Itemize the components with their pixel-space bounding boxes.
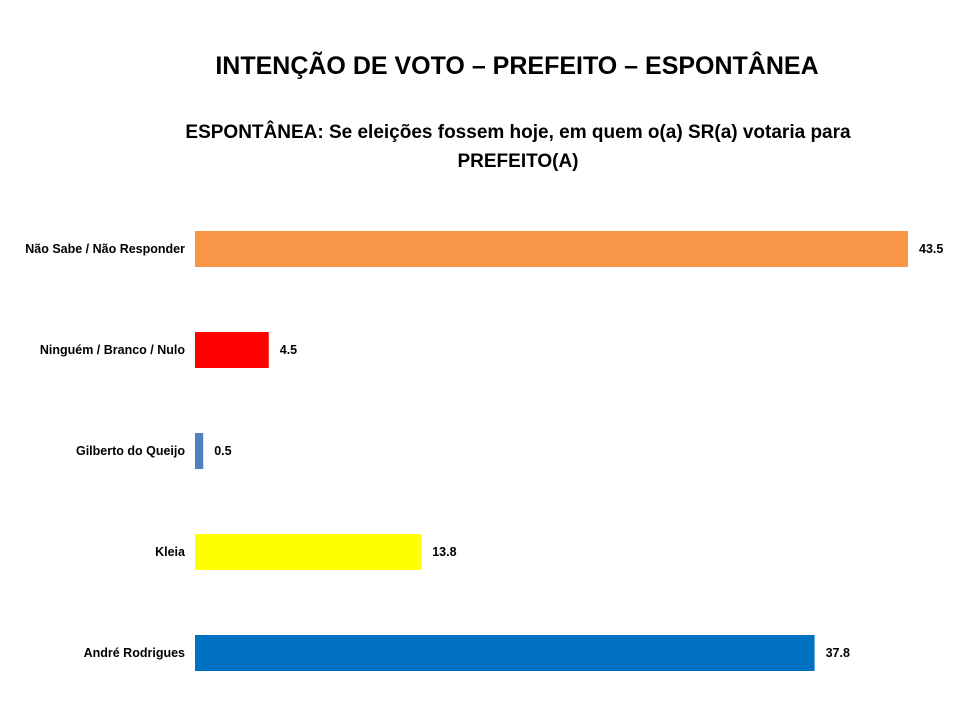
bar-0 — [195, 231, 908, 267]
chart-title: INTENÇÃO DE VOTO – PREFEITO – ESPONTÂNEA — [215, 52, 819, 80]
value-label-3: 13.8 — [432, 545, 456, 559]
category-label-2: Gilberto do Queijo — [76, 444, 185, 458]
bar-2 — [195, 433, 204, 469]
category-label-0: Não Sabe / Não Responder — [25, 242, 185, 256]
value-label-2: 0.5 — [214, 444, 231, 458]
bar-3 — [195, 534, 422, 570]
value-label-4: 37.8 — [826, 646, 850, 660]
chart-subtitle: ESPONTÂNEA: Se eleições fossem hoje, em … — [185, 122, 851, 172]
bar-4 — [195, 635, 815, 671]
category-label-1: Ninguém / Branco / Nulo — [40, 343, 186, 357]
value-label-1: 4.5 — [280, 343, 297, 357]
category-label-3: Kleia — [155, 545, 186, 559]
bar-1 — [195, 332, 269, 368]
category-label-4: André Rodrigues — [84, 646, 185, 660]
value-label-0: 43.5 — [919, 242, 943, 256]
